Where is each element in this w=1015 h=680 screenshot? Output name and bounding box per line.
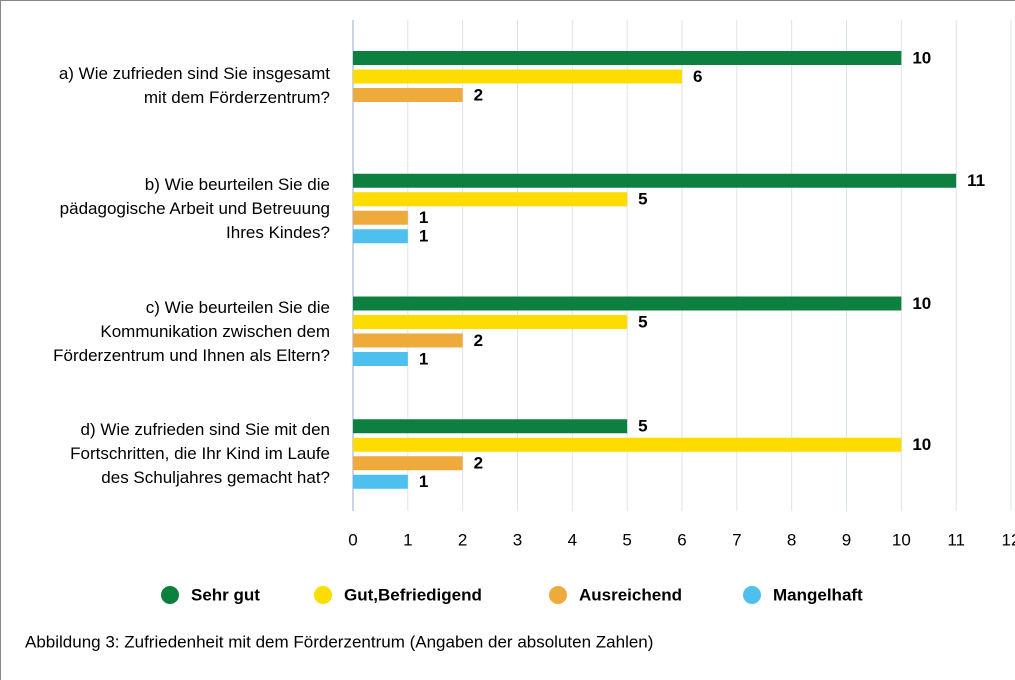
x-tick-label: 4 [568, 530, 577, 549]
bar [353, 51, 902, 65]
bar [353, 352, 408, 366]
value-label: 1 [419, 208, 428, 227]
value-label: 1 [419, 227, 428, 246]
x-tick-label: 1 [403, 530, 412, 549]
value-label: 2 [474, 331, 483, 350]
value-label: 5 [638, 190, 647, 209]
x-tick-label: 0 [348, 530, 357, 549]
bar [353, 419, 628, 434]
value-label: 1 [419, 349, 428, 368]
category-label: d) Wie zufrieden sind Sie mit den Fortsc… [70, 420, 330, 488]
x-tick-label: 9 [842, 530, 851, 549]
legend-label: Mangelhaft [773, 585, 863, 604]
legend-label: Ausreichend [579, 585, 682, 604]
x-tick-label: 2 [458, 530, 467, 549]
x-tick-label: 3 [513, 530, 522, 549]
x-tick-label: 12 [1002, 530, 1015, 549]
x-tick-label: 5 [622, 530, 631, 549]
bar [353, 456, 463, 471]
legend-marker [161, 586, 179, 604]
caption: Abbildung 3: Zufriedenheit mit dem Förde… [25, 632, 653, 651]
value-label: 6 [693, 67, 702, 86]
value-label: 11 [967, 171, 985, 190]
bar [353, 315, 628, 329]
bar [353, 210, 408, 225]
value-label: 2 [474, 454, 483, 473]
legend-marker [743, 586, 761, 604]
legend-label: Gut,Befriedigend [344, 585, 482, 604]
category-label: c) Wie beurteilen Sie die Kommunikation … [53, 297, 330, 365]
value-label: 10 [912, 435, 931, 454]
value-label: 1 [419, 472, 428, 491]
value-label: 2 [474, 85, 483, 104]
legend-marker [549, 586, 567, 604]
x-tick-label: 8 [787, 530, 796, 549]
legend-marker [314, 586, 332, 604]
value-label: 10 [912, 294, 931, 313]
value-label: 5 [638, 417, 647, 436]
bar [353, 229, 408, 244]
x-tick-label: 11 [947, 530, 965, 549]
value-label: 5 [638, 312, 647, 331]
category-label: b) Wie beurteilen Sie die pädagogische A… [59, 174, 330, 242]
x-tick-label: 6 [677, 530, 686, 549]
category-label: a) Wie zufrieden sind Sie insgesamt mit … [58, 64, 330, 107]
bar [353, 192, 628, 207]
x-tick-label: 10 [892, 530, 911, 549]
bar [353, 333, 463, 348]
bar [353, 88, 463, 102]
bar [353, 69, 682, 84]
legend-label: Sehr gut [191, 585, 260, 604]
bar [353, 173, 957, 188]
bar [353, 296, 902, 311]
bar [353, 437, 902, 452]
value-label: 10 [912, 48, 931, 67]
x-tick-label: 7 [732, 530, 741, 549]
bar [353, 474, 408, 489]
